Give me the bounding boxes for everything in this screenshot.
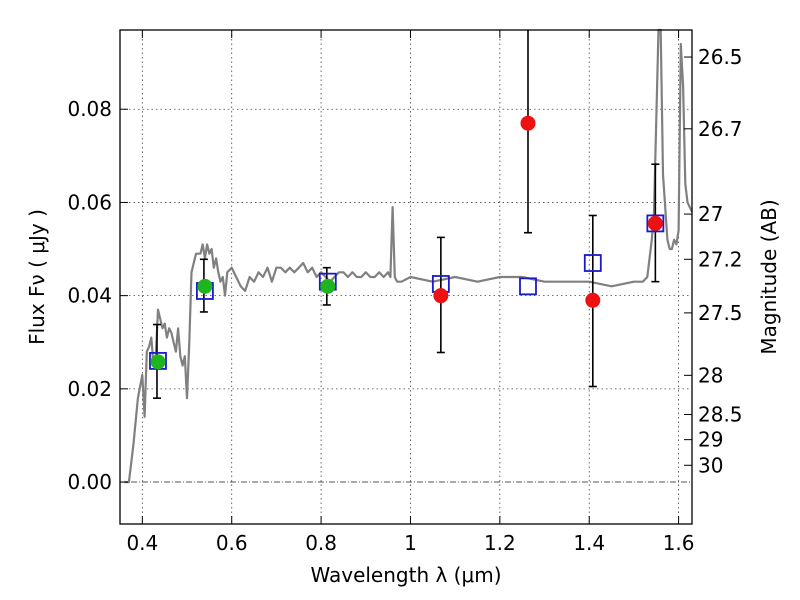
model-spectrum-layer — [124, 28, 693, 484]
data-points — [149, 115, 665, 370]
model-spectrum-line — [124, 28, 693, 484]
right-tick-label: 29 — [698, 428, 723, 452]
right-tick-label: 27 — [698, 202, 723, 226]
x-tick-label: 1.4 — [573, 531, 605, 555]
red-point — [520, 115, 536, 131]
x-tick-label: 0.8 — [305, 531, 337, 555]
right-tick-label: 26.7 — [698, 117, 743, 141]
green-point — [197, 278, 213, 294]
y-tick-label: 0.00 — [67, 470, 112, 494]
right-tick-label: 26.5 — [698, 45, 743, 69]
blue-square-point — [646, 214, 665, 233]
x-tick-label: 1.2 — [484, 531, 516, 555]
right-tick-label: 28.5 — [698, 402, 743, 426]
red-point — [433, 288, 449, 304]
x-tick-labels: 0.4 0.6 0.8 1 1.2 1.4 1.6 — [126, 531, 694, 555]
right-tick-label: 27.2 — [698, 247, 743, 271]
right-tick-label: 28 — [698, 363, 723, 387]
y-axis-label: Flux Fν ( μJy ) — [25, 209, 49, 345]
red-point — [647, 215, 663, 231]
y-tick-label: 0.06 — [67, 190, 112, 214]
axis-ticks — [120, 30, 692, 524]
blue-square-point — [519, 277, 537, 296]
y-tick-label: 0.08 — [67, 97, 112, 121]
grid — [120, 30, 692, 524]
blue-square-point — [583, 254, 602, 272]
right-axis-label: Magnitude (AB) — [757, 199, 781, 354]
green-point — [320, 278, 336, 294]
plot-background — [120, 30, 692, 524]
y-tick-labels: 0.00 0.02 0.04 0.06 0.08 — [67, 97, 112, 494]
x-tick-label: 1 — [404, 531, 417, 555]
x-axis-label: Wavelength λ (μm) — [310, 563, 501, 587]
x-tick-label: 1.6 — [663, 531, 695, 555]
right-tick-label: 30 — [698, 453, 723, 477]
green-point — [150, 354, 166, 370]
x-tick-label: 0.4 — [126, 531, 158, 555]
right-tick-label: 27.5 — [698, 301, 743, 325]
red-point — [585, 292, 601, 308]
y-tick-label: 0.04 — [67, 284, 112, 308]
y-tick-label: 0.02 — [67, 377, 112, 401]
x-tick-label: 0.6 — [216, 531, 248, 555]
plot-frame — [119, 29, 693, 525]
